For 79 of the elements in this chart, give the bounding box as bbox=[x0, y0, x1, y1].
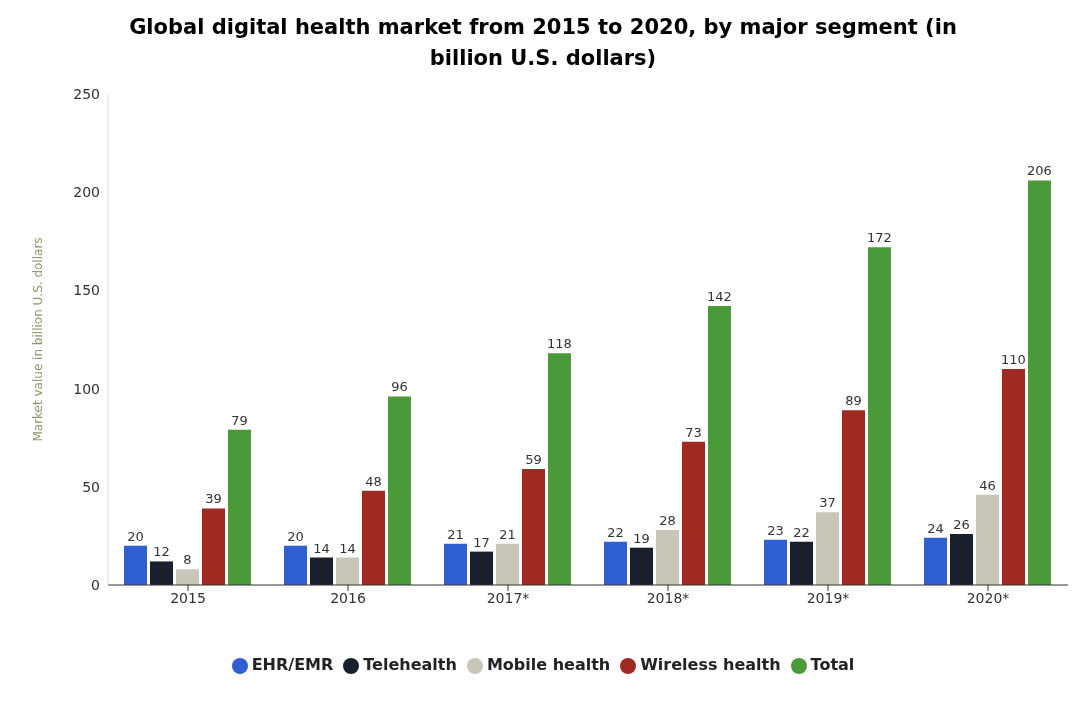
data-label: 96 bbox=[391, 379, 408, 395]
bar bbox=[176, 569, 199, 585]
legend-label: EHR/EMR bbox=[251, 655, 334, 674]
y-tick-label: 100 bbox=[73, 380, 100, 397]
bar bbox=[790, 541, 813, 585]
data-label: 39 bbox=[205, 491, 222, 507]
bar bbox=[816, 512, 839, 585]
data-label: 110 bbox=[1001, 351, 1026, 367]
y-tick-label: 150 bbox=[73, 282, 100, 299]
x-tick-label: 2017* bbox=[486, 589, 530, 606]
data-label: 12 bbox=[153, 544, 170, 560]
bar bbox=[496, 543, 519, 585]
data-label: 20 bbox=[287, 528, 304, 544]
bar bbox=[604, 541, 627, 585]
data-label: 59 bbox=[525, 452, 542, 468]
data-label: 17 bbox=[473, 534, 490, 550]
data-label: 23 bbox=[767, 522, 784, 538]
y-tick-label: 250 bbox=[73, 85, 100, 102]
bar bbox=[150, 561, 173, 585]
x-tick-label: 2020* bbox=[966, 589, 1010, 606]
y-axis-title: Market value in billion U.S. dollars bbox=[31, 237, 46, 442]
chart-title: Global digital health market from 2015 to 2020, by major segment (in billion U.S. dollars) bbox=[128, 14, 958, 72]
bar bbox=[362, 490, 385, 585]
bar bbox=[1002, 368, 1025, 585]
bar bbox=[764, 539, 787, 585]
bar bbox=[470, 551, 493, 585]
legend-label: Mobile health bbox=[486, 655, 611, 674]
legend-label: Total bbox=[810, 655, 855, 674]
bar bbox=[444, 543, 467, 585]
y-tick-label: 0 bbox=[91, 576, 100, 593]
bar bbox=[310, 557, 333, 585]
data-label: 79 bbox=[231, 412, 248, 428]
bar bbox=[708, 306, 731, 585]
data-label: 19 bbox=[633, 530, 650, 546]
data-label: 89 bbox=[845, 393, 862, 409]
bar bbox=[682, 441, 705, 585]
data-label: 24 bbox=[927, 520, 944, 536]
bar bbox=[924, 537, 947, 585]
legend-label: Telehealth bbox=[363, 655, 457, 674]
data-label: 26 bbox=[953, 516, 970, 532]
data-label: 206 bbox=[1027, 163, 1052, 179]
data-label: 46 bbox=[979, 477, 996, 493]
data-label: 37 bbox=[819, 495, 836, 511]
x-tick-label: 2018* bbox=[646, 589, 690, 606]
x-tick-label: 2015 bbox=[170, 589, 206, 606]
legend-label: Wireless health bbox=[640, 655, 781, 674]
data-label: 22 bbox=[793, 524, 810, 540]
y-tick-label: 200 bbox=[73, 184, 100, 201]
data-label: 172 bbox=[867, 230, 892, 246]
bar bbox=[976, 494, 999, 585]
bar bbox=[950, 533, 973, 585]
bar bbox=[284, 545, 307, 585]
bar bbox=[656, 530, 679, 585]
bar bbox=[202, 508, 225, 585]
bar bbox=[548, 353, 571, 585]
data-label: 28 bbox=[659, 513, 676, 529]
data-label: 14 bbox=[313, 540, 330, 556]
bar bbox=[336, 557, 359, 585]
data-label: 118 bbox=[547, 336, 572, 352]
bar bbox=[522, 469, 545, 585]
data-label: 22 bbox=[607, 524, 624, 540]
bar bbox=[630, 547, 653, 585]
bar bbox=[1028, 180, 1051, 585]
bar bbox=[868, 247, 891, 585]
bar bbox=[388, 396, 411, 585]
data-label: 8 bbox=[183, 552, 192, 568]
bar bbox=[228, 429, 251, 585]
data-label: 73 bbox=[685, 424, 702, 440]
y-tick-label: 50 bbox=[82, 478, 100, 495]
data-label: 21 bbox=[447, 526, 464, 542]
data-label: 14 bbox=[339, 540, 356, 556]
data-label: 142 bbox=[707, 289, 732, 305]
bar bbox=[124, 545, 147, 585]
data-label: 48 bbox=[365, 473, 382, 489]
bar bbox=[842, 410, 865, 585]
x-tick-label: 2016 bbox=[330, 589, 366, 606]
data-label: 21 bbox=[499, 526, 516, 542]
x-tick-label: 2019* bbox=[806, 589, 850, 606]
data-label: 20 bbox=[127, 528, 144, 544]
